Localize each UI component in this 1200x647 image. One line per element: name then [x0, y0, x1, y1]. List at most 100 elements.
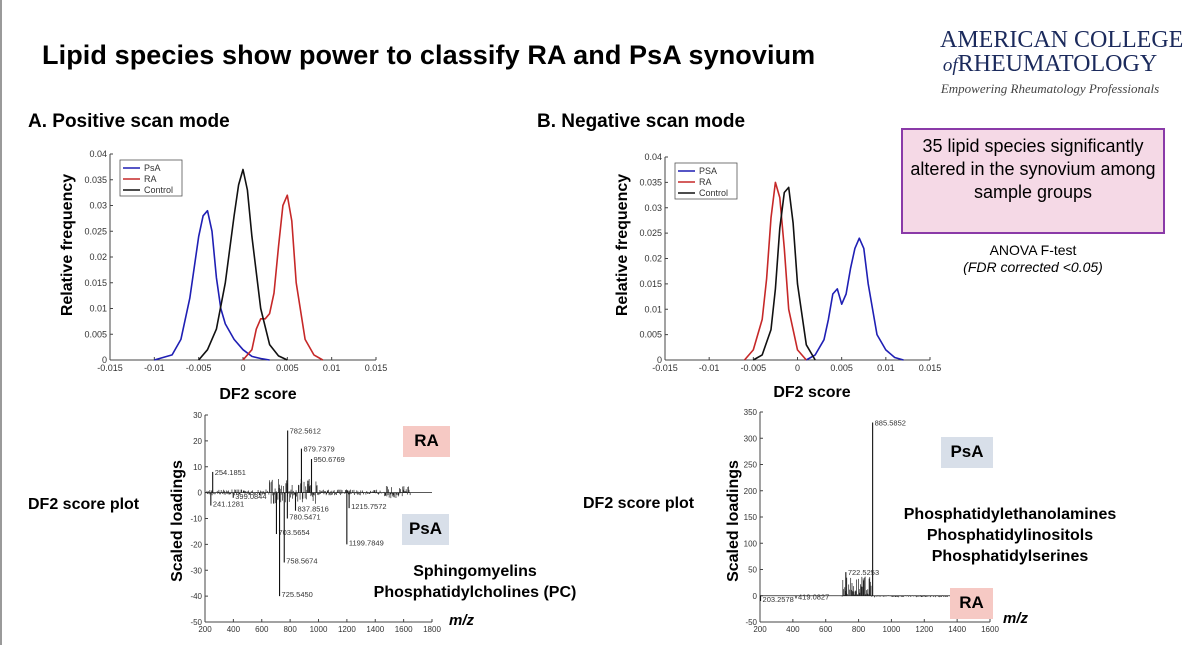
x-tick-label: 1400: [366, 625, 384, 634]
x-tick-label: 1000: [310, 625, 328, 634]
x-tick-label: 1400: [948, 625, 966, 634]
lipid-classes-right: Phosphatidylethanolamines Phosphatidylin…: [888, 504, 1132, 567]
anova-note: ANOVA F-test (FDR corrected <0.05): [901, 242, 1165, 276]
legend-label-psa: PSA: [699, 166, 717, 176]
peak-label-722.5253: 722.5253: [848, 568, 879, 577]
y-tick-label: 30: [193, 411, 202, 420]
x-tick-label: 800: [852, 625, 866, 634]
legend-label-control: Control: [699, 188, 728, 198]
y-tick-label: 100: [744, 539, 758, 548]
y-tick-label: 0.015: [84, 278, 107, 288]
peak-label-782.5612: 782.5612: [290, 427, 321, 436]
series-line-control: [752, 186, 816, 361]
y-tick-label: -50: [745, 618, 757, 627]
x-tick-label: 600: [255, 625, 269, 634]
mz-label-left: m/z: [449, 612, 475, 629]
y-tick-label: -50: [190, 618, 202, 627]
y-tick-label: -40: [190, 592, 202, 601]
peak-label-703.5654: 703.5654: [278, 528, 309, 537]
peak-label-780.5471: 780.5471: [289, 513, 320, 522]
x-axis-label: DF2 score: [219, 386, 296, 403]
y-tick-label: 0.03: [89, 201, 107, 211]
x-tick-label: 200: [198, 625, 212, 634]
logo-line2: ofRHEUMATOLOGY: [940, 52, 1160, 78]
x-tick-label: 0.01: [877, 363, 895, 373]
y-tick-label: 0: [102, 355, 107, 365]
legend-label-ra: RA: [144, 174, 157, 184]
mz-label-right: m/z: [1003, 610, 1029, 627]
logo-rheumatology: RHEUMATOLOGY: [957, 51, 1158, 77]
x-tick-label: 600: [819, 625, 833, 634]
ra-tag-left: RA: [403, 426, 450, 457]
class-phosphatidylinositols: Phosphatidylinositols: [926, 527, 1094, 544]
y-tick-label: 0: [657, 355, 662, 365]
x-tick-label: 1600: [981, 625, 999, 634]
peak-label-203.2578: 203.2578: [763, 595, 794, 604]
x-tick-label: 400: [227, 625, 241, 634]
peak-label-254.1851: 254.1851: [215, 468, 246, 477]
y-tick-label: 50: [748, 566, 757, 575]
y-tick-label: 0.025: [639, 228, 662, 238]
peak-label-419.0827: 419.0827: [798, 592, 829, 601]
class-phosphatidylserines: Phosphatidylserines: [931, 548, 1089, 565]
peak-label-758.5674: 758.5674: [286, 556, 317, 565]
y-tick-label: 20: [193, 437, 202, 446]
y-tick-label: 0.005: [639, 330, 662, 340]
y-tick-label: 0.04: [89, 149, 107, 159]
y-axis-label: Scaled loadings: [725, 460, 742, 582]
x-tick-label: 0.01: [323, 363, 341, 373]
x-tick-label: -0.005: [741, 363, 767, 373]
section-b-heading: B. Negative scan mode: [537, 111, 746, 132]
peak-label-837.8516: 837.8516: [297, 505, 328, 514]
fdr-note: (FDR corrected <0.05): [963, 259, 1103, 275]
x-axis-label: DF2 score: [773, 384, 850, 401]
anova-test: ANOVA F-test: [989, 242, 1077, 258]
y-tick-label: -30: [190, 566, 202, 575]
logo-tagline: Empowering Rheumatology Professionals: [940, 81, 1160, 96]
y-axis-label: Relative frequency: [614, 174, 631, 316]
x-tick-label: 0: [240, 363, 245, 373]
y-tick-label: 0.01: [644, 304, 662, 314]
class-phosphatidylcholines: Phosphatidylcholines (PC): [373, 584, 577, 601]
y-tick-label: 0.02: [89, 252, 107, 262]
series-line-ra: [242, 194, 324, 361]
x-tick-label: 0: [795, 363, 800, 373]
x-tick-label: 200: [753, 625, 767, 634]
y-tick-label: 200: [744, 487, 758, 496]
y-tick-label: -10: [190, 515, 202, 524]
y-tick-label: 350: [744, 408, 758, 417]
ra-tag-right: RA: [950, 588, 993, 619]
y-tick-label: 0.005: [84, 329, 107, 339]
series-line-psa: [805, 237, 904, 361]
peak-label-879.7379: 879.7379: [303, 445, 334, 454]
peak-label-1215.7572: 1215.7572: [351, 502, 386, 511]
peak-label-399.0844: 399.0844: [235, 492, 266, 501]
x-tick-label: 800: [283, 625, 297, 634]
x-tick-label: 400: [786, 625, 800, 634]
x-tick-label: -0.01: [144, 363, 165, 373]
slide-title: Lipid species show power to classify RA …: [42, 40, 816, 70]
logo-line1: AMERICAN COLLEGE: [940, 27, 1184, 53]
y-tick-label: 0.015: [639, 279, 662, 289]
df2-score-plot-label-right: DF2 score plot: [583, 495, 695, 512]
y-tick-label: 150: [744, 513, 758, 522]
y-tick-label: 0.025: [84, 226, 107, 236]
x-tick-label: -0.015: [652, 363, 678, 373]
class-phosphatidylethanolamines: Phosphatidylethanolamines: [903, 506, 1117, 523]
peak-label-950.6769: 950.6769: [314, 455, 345, 464]
x-tick-label: 0.005: [830, 363, 853, 373]
psa-tag-right: PsA: [941, 437, 993, 468]
x-tick-label: 1000: [883, 625, 901, 634]
y-tick-label: 0.04: [644, 152, 662, 162]
y-tick-label: 0: [198, 489, 203, 498]
y-tick-label: -20: [190, 540, 202, 549]
lipid-classes-left: Sphingomyelins Phosphatidylcholines (PC): [350, 561, 600, 603]
legend-label-control: Control: [144, 185, 173, 195]
y-tick-label: 0.01: [89, 304, 107, 314]
section-a-heading: A. Positive scan mode: [28, 111, 230, 132]
df2-score-plot-label-left: DF2 score plot: [28, 496, 140, 513]
series-line-ra: [743, 181, 807, 361]
peak-label-885.5852: 885.5852: [875, 419, 906, 428]
